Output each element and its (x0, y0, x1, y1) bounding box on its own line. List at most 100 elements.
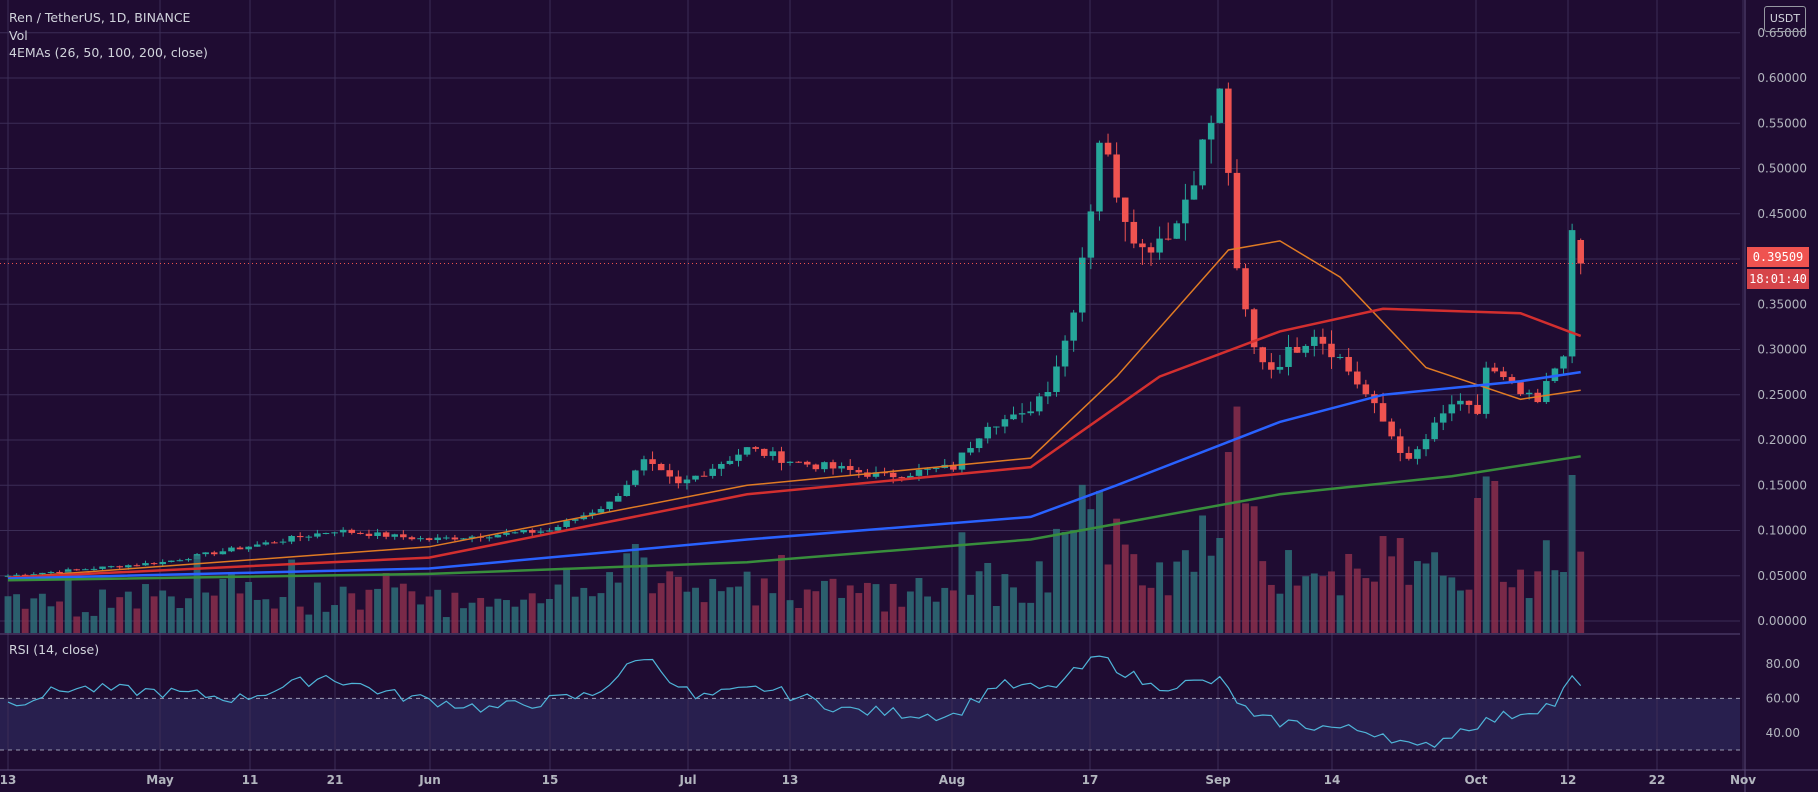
volume-bar (889, 583, 897, 633)
volume-bar (494, 598, 502, 633)
candle-body (150, 563, 158, 565)
candle-body (1276, 366, 1284, 370)
candle-body (1250, 309, 1258, 348)
candle-body (1147, 247, 1155, 253)
volume-bar (1233, 406, 1241, 633)
volume-bar (1508, 587, 1516, 633)
volume-bar (1551, 570, 1559, 633)
volume-bar (1371, 581, 1378, 633)
volume-bar (477, 597, 485, 633)
candle-body (21, 574, 29, 576)
volume-bar (949, 590, 957, 633)
candle-body (528, 530, 536, 533)
volume-bar (279, 597, 287, 633)
volume-bar (803, 589, 811, 633)
price-tick-label: 0.55000 (1757, 116, 1807, 130)
volume-bar (1199, 515, 1207, 633)
candle-body (210, 552, 218, 555)
candle-body (1233, 172, 1241, 269)
candle-body (451, 537, 459, 540)
volume-bar (1276, 593, 1284, 633)
candle-body (778, 451, 785, 463)
candle-body (1405, 452, 1413, 459)
volume-bar (313, 582, 321, 633)
volume-bar (958, 532, 966, 633)
volume-bar (726, 587, 734, 633)
price-tick-label: 0.35000 (1757, 297, 1807, 311)
volume-bar (185, 598, 192, 633)
candle-body (821, 462, 828, 470)
price-axis[interactable]: 0.650000.600000.550000.500000.450000.400… (1757, 26, 1807, 628)
volume-bar (1164, 595, 1172, 633)
candle-body (718, 463, 725, 469)
volume-bar (1422, 563, 1430, 633)
volume-bar (898, 606, 906, 633)
volume-bar (1010, 587, 1017, 633)
volume-bar (296, 606, 304, 633)
volume-bar (623, 553, 631, 633)
candle-body (614, 495, 622, 502)
time-axis[interactable]: 13 May 11 21 Jun 15 Jul 13 Aug 17 Sep 14 Oct 12 22 Nov (0, 773, 1756, 787)
volume-bar (1396, 538, 1404, 633)
candle-body (1018, 413, 1026, 415)
candle-body (1173, 223, 1181, 239)
volume-bar (1216, 538, 1224, 633)
candle-body (228, 547, 235, 552)
candle-body (202, 552, 209, 555)
candle-body (1156, 238, 1163, 253)
volume-bar (760, 578, 768, 633)
volume-bar (1405, 584, 1413, 633)
volume-bar (872, 584, 880, 633)
candle-body (1130, 221, 1138, 244)
candle-body (1104, 142, 1112, 155)
candle-body (56, 571, 63, 573)
candle-body (382, 532, 390, 537)
candle-body (460, 538, 467, 540)
volume-bar (1224, 452, 1232, 633)
volume-bar (588, 596, 596, 633)
candle-body (1182, 199, 1189, 224)
candle-body (1491, 367, 1499, 372)
volume-bar (1448, 577, 1456, 633)
volume-bar (374, 588, 381, 633)
volume-bar (21, 608, 29, 633)
candle-body (649, 459, 656, 464)
candle-body (554, 526, 562, 531)
price-tick-label: 0.05000 (1757, 569, 1807, 583)
volume-bar (984, 563, 992, 633)
candle-body (331, 532, 338, 534)
volume-bar (820, 580, 828, 633)
candle-body (761, 448, 768, 456)
volume-bar (365, 589, 373, 633)
currency-button[interactable]: USDT (1764, 6, 1806, 32)
volume-bar (133, 608, 141, 633)
volume-bar (786, 600, 794, 633)
candle-body (1302, 345, 1309, 353)
candle-body (1517, 382, 1524, 395)
candle-body (1139, 243, 1146, 248)
volume-bar (56, 601, 64, 633)
candle-body (168, 560, 175, 562)
time-tick-label: 11 (242, 773, 259, 787)
volume-bar (1053, 528, 1060, 633)
volume-bar (795, 608, 803, 633)
candle-body (683, 479, 691, 484)
grid (0, 0, 1744, 770)
candle-body (1293, 346, 1301, 353)
candle-body (1027, 411, 1034, 414)
candle-body (408, 537, 416, 540)
candle-body (812, 464, 820, 470)
volume-bar (288, 559, 296, 633)
volume-bar (1431, 552, 1439, 633)
candle-body (735, 454, 742, 461)
candle-body (975, 438, 983, 449)
volume-bar (1104, 564, 1112, 633)
candle-body (30, 574, 38, 576)
candle-body (1164, 238, 1172, 240)
volume-bar (1413, 561, 1421, 633)
candle-body (374, 532, 381, 536)
rsi-tick-label: 60.00 (1766, 691, 1800, 705)
